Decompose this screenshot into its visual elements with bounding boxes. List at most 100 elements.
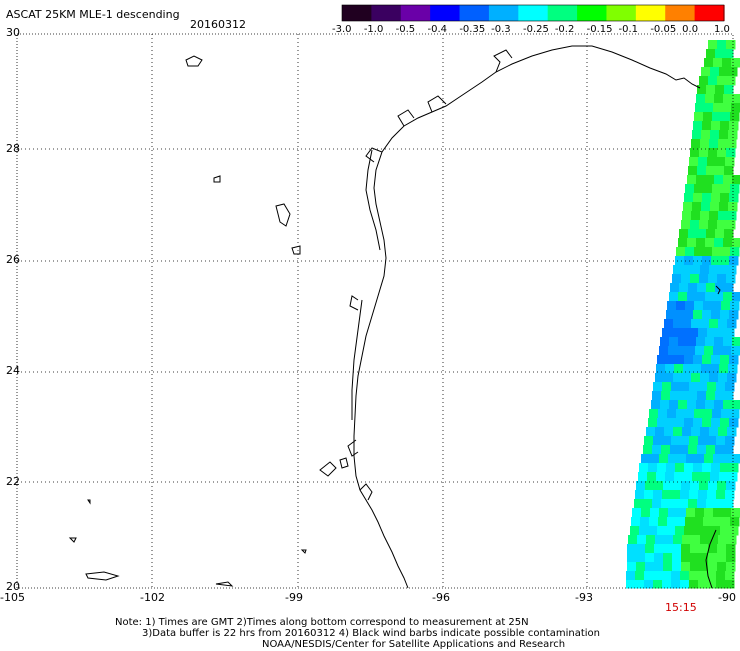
swath-cell (720, 256, 730, 266)
swath-cell (644, 571, 654, 581)
colorbar-label: -0.15 (586, 24, 613, 35)
swath-cell (676, 301, 686, 311)
swath-cell (652, 391, 662, 401)
swath-cell (635, 490, 645, 500)
swath-cell (719, 472, 729, 482)
bay-outline (347, 439, 359, 457)
swath-cell (724, 49, 734, 59)
swath-cell (698, 580, 708, 589)
swath-cell (730, 301, 740, 311)
swath-cell (703, 517, 713, 527)
swath-cell (672, 274, 682, 284)
swath-cell (670, 391, 680, 401)
swath-cell (680, 382, 690, 392)
swath-cell (681, 220, 691, 230)
lake-outline (215, 581, 234, 587)
swath-cell (653, 436, 663, 446)
swath-cell (725, 328, 735, 338)
swath-cell (705, 400, 715, 410)
swath-cell (725, 571, 735, 581)
colorbar-swatch (606, 5, 637, 21)
swath-cell (695, 454, 705, 464)
swath-cell (653, 490, 663, 500)
swath-cell (717, 274, 727, 284)
swath-cell (676, 517, 686, 527)
swath-cell (702, 310, 712, 320)
swath-cell (722, 508, 732, 518)
swath-cell (719, 202, 729, 212)
swath-cell (681, 553, 691, 563)
swath-cell (699, 544, 709, 554)
swath-cell (715, 391, 725, 401)
swath-cell (670, 445, 680, 455)
swath-cell (644, 490, 654, 500)
swath-cell (712, 247, 722, 257)
swath-cell (712, 517, 722, 527)
swath-cell (708, 544, 718, 554)
swath-cell (730, 184, 740, 194)
swath-cell (696, 400, 706, 410)
swath-cell (689, 382, 699, 392)
lat-label-30: 30 (6, 26, 20, 39)
swath-cell (726, 220, 736, 230)
swath-cell (666, 355, 676, 365)
swath-cell (697, 445, 707, 455)
swath-cell (681, 544, 691, 554)
swath-cell (662, 436, 672, 446)
swath-cell (707, 490, 717, 500)
lat-label-26: 26 (6, 253, 20, 266)
swath-cell (694, 112, 704, 122)
swath-cell (666, 463, 676, 473)
swath-cell (726, 40, 736, 50)
swath-cell (675, 256, 685, 266)
swath-cell (630, 526, 640, 536)
colorbar-label: -0.25 (523, 24, 549, 35)
swath-cell (648, 526, 658, 536)
swath-cell (717, 76, 727, 86)
bay-outline (427, 95, 447, 113)
map-date: 20160312 (190, 18, 246, 31)
swath-cell (731, 508, 740, 518)
swath-cell (724, 166, 734, 176)
swath-cell (732, 292, 740, 302)
swath-cell (706, 166, 716, 176)
swath-cell (670, 283, 680, 293)
swath-cell (711, 121, 721, 131)
bay-outline (493, 49, 513, 73)
swath-cell (725, 490, 735, 500)
swath-cell (729, 121, 739, 131)
swath-cell (645, 553, 655, 563)
swath-cell (723, 400, 733, 410)
swath-cell (662, 580, 672, 589)
swath-cell (693, 121, 703, 131)
swath-cell (717, 40, 727, 50)
swath-cell (718, 427, 728, 437)
swath-cell (718, 139, 728, 149)
swath-cell (689, 580, 699, 589)
swath-cell (686, 454, 696, 464)
swath-cell (720, 121, 730, 131)
swath-cell (655, 373, 665, 383)
swath-cell (701, 130, 711, 140)
swath-cell (655, 535, 665, 545)
swath-cell (708, 76, 718, 86)
colorbar-swatch (547, 5, 578, 21)
swath-cell (667, 409, 677, 419)
swath-cell (669, 292, 679, 302)
swath-cell (721, 409, 731, 419)
swath-cell (708, 148, 718, 158)
swath-cell (683, 364, 693, 374)
swath-cell (653, 571, 663, 581)
swath-cell (693, 526, 703, 536)
swath-cell (720, 193, 730, 203)
swath-cell (636, 562, 646, 572)
footer-credit: NOAA/NESDIS/Center for Satellite Applica… (262, 639, 566, 650)
swath-cell (690, 562, 700, 572)
swath-cell (714, 337, 724, 347)
swath-cell (707, 157, 717, 167)
swath-cell (708, 220, 718, 230)
swath-cell (723, 175, 733, 185)
swath-cell (654, 481, 664, 491)
swath-cell (709, 535, 719, 545)
swath-cell (685, 247, 695, 257)
